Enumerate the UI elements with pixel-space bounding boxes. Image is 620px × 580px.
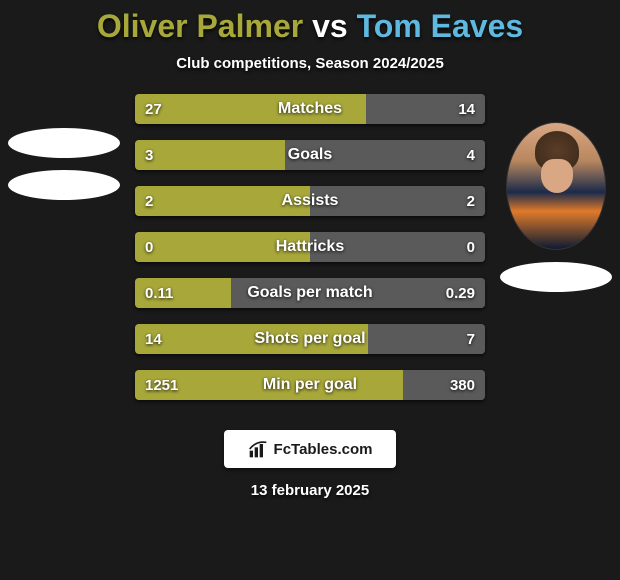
title-vs: vs [312,8,348,44]
player1-name-placeholder [8,170,120,200]
stat-fill-player2 [366,94,485,124]
stat-row: 22Assists [135,186,485,216]
stat-fill-player1 [135,140,285,170]
stat-fill-player2 [310,186,485,216]
page-title: Oliver Palmer vs Tom Eaves [97,8,523,45]
stat-fill-player2 [368,324,485,354]
stat-row: 147Shots per goal [135,324,485,354]
stat-bars: 2714Matches 34Goals 22Assists 00Hattricks 0.… [135,94,485,416]
title-player1: Oliver Palmer [97,8,303,44]
stat-fill-player1 [135,278,231,308]
subtitle: Club competitions, Season 2024/2025 [176,55,444,72]
brand-badge[interactable]: FcTables.com [224,430,396,468]
title-player2: Tom Eaves [357,8,524,44]
brand-logo-icon [248,439,268,459]
stat-fill-player1 [135,94,366,124]
player2-name-placeholder [500,262,612,292]
stat-row: 1251380Min per goal [135,370,485,400]
stat-fill-player1 [135,324,368,354]
player2-avatar-area [496,122,616,304]
stat-row: 0.110.29Goals per match [135,278,485,308]
stat-fill-player2 [310,232,485,262]
stat-fill-player2 [231,278,485,308]
stat-row: 2714Matches [135,94,485,124]
stat-row: 00Hattricks [135,232,485,262]
stat-fill-player1 [135,232,310,262]
stat-fill-player1 [135,186,310,216]
player2-avatar-photo [506,122,606,250]
stat-fill-player2 [285,140,485,170]
stat-row: 34Goals [135,140,485,170]
stat-fill-player1 [135,370,403,400]
player1-avatar-placeholder [8,128,120,158]
comparison-card: Oliver Palmer vs Tom Eaves Club competit… [0,0,620,580]
stat-fill-player2 [403,370,485,400]
player1-avatar-area [4,116,124,212]
footer-date: 13 february 2025 [251,482,369,499]
brand-text: FcTables.com [274,441,373,458]
